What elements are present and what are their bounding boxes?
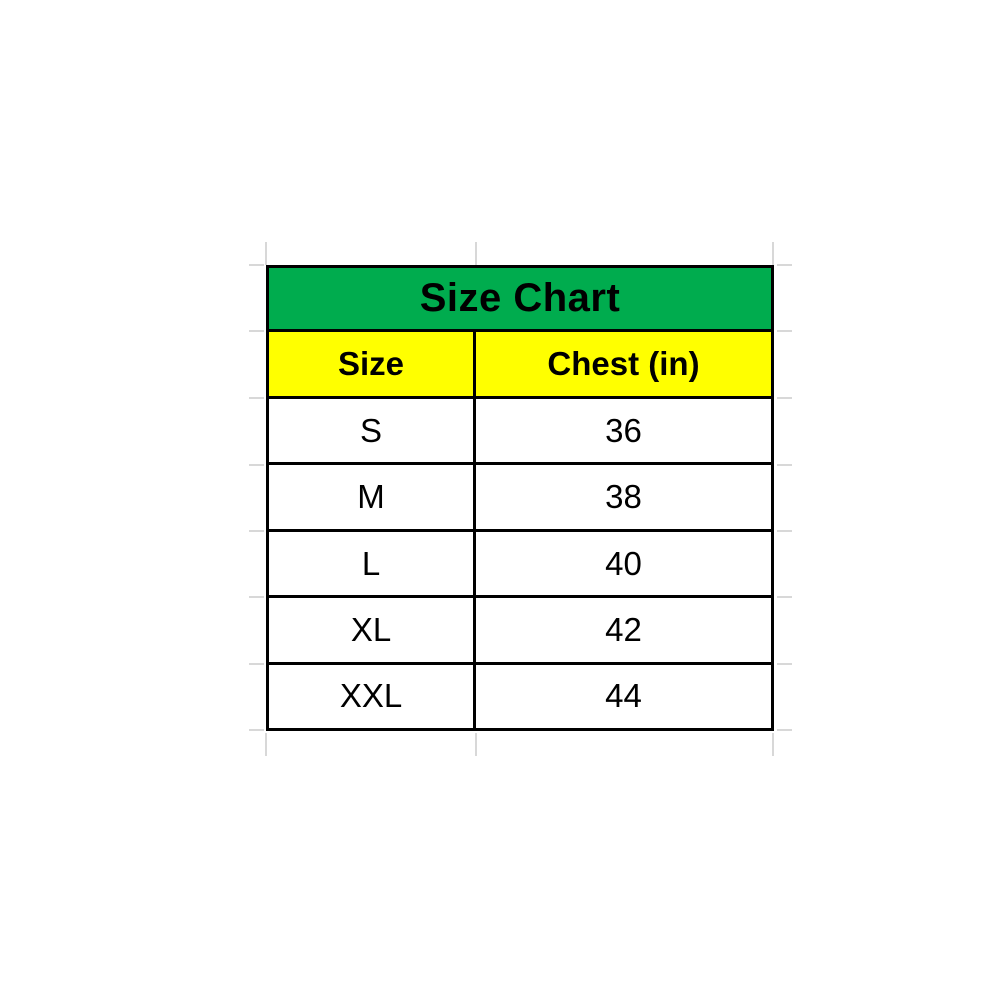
table-row: S 36 bbox=[269, 399, 771, 466]
size-cell: S bbox=[269, 399, 476, 463]
gridline bbox=[772, 733, 774, 756]
column-header-chest: Chest (in) bbox=[547, 345, 700, 382]
chest-cell: 40 bbox=[605, 544, 642, 582]
gridline bbox=[265, 242, 267, 265]
gridline bbox=[777, 397, 792, 399]
gridline bbox=[249, 330, 264, 332]
gridline bbox=[475, 733, 477, 756]
gridline bbox=[777, 596, 792, 598]
table-title: Size Chart bbox=[419, 276, 621, 320]
size-chart-table: Size Chart Size Chest (in) S 36 M 38 L 4… bbox=[266, 265, 774, 731]
size-cell: M bbox=[269, 465, 476, 529]
table-row: XL 42 bbox=[269, 598, 771, 665]
gridline bbox=[777, 663, 792, 665]
chest-cell: 36 bbox=[605, 411, 642, 449]
table-row: L 40 bbox=[269, 531, 771, 599]
gridline bbox=[249, 530, 264, 532]
gridline bbox=[777, 464, 792, 466]
gridline bbox=[777, 729, 792, 731]
gridline bbox=[249, 596, 264, 598]
gridline bbox=[249, 663, 264, 665]
size-cell: XL bbox=[269, 598, 476, 662]
gridline bbox=[265, 733, 267, 756]
chest-cell: 42 bbox=[605, 610, 642, 648]
gridline bbox=[475, 242, 477, 265]
gridline bbox=[772, 242, 774, 265]
gridline bbox=[777, 264, 792, 266]
chest-cell: 44 bbox=[605, 677, 642, 715]
gridline bbox=[249, 264, 264, 266]
table-row: XXL 44 bbox=[269, 664, 771, 729]
gridline bbox=[249, 397, 264, 399]
column-header-size: Size bbox=[269, 332, 476, 396]
gridline bbox=[249, 464, 264, 466]
gridline bbox=[777, 330, 792, 332]
table-title-row: Size Chart bbox=[269, 268, 771, 332]
gridline bbox=[249, 729, 264, 731]
size-cell: XXL bbox=[269, 664, 476, 729]
chest-cell: 38 bbox=[605, 478, 642, 516]
table-header-row: Size Chest (in) bbox=[269, 332, 771, 399]
size-cell: L bbox=[269, 531, 476, 596]
table-row: M 38 bbox=[269, 465, 771, 532]
gridline bbox=[777, 530, 792, 532]
